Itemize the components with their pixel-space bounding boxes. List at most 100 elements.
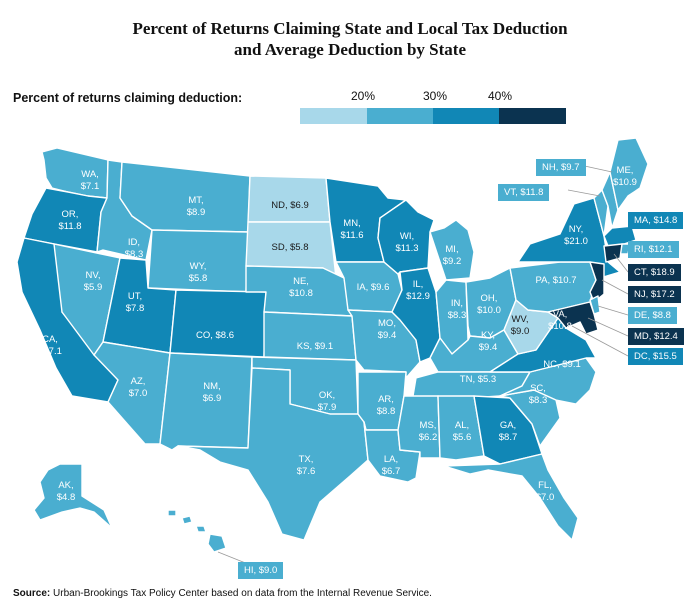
state-mt[interactable] (119, 161, 251, 233)
state-label-ar: AR, $8.8 (377, 394, 396, 417)
state-value-mn: $11.6 (340, 230, 363, 241)
state-name-ar: AR, (378, 394, 394, 405)
state-label-wi: WI, $11.3 (395, 231, 418, 254)
state-name-fl: FL, (538, 480, 552, 491)
callout-nj: NJ, $17.2 (628, 286, 681, 303)
source-note: Source: Urban-Brookings Tax Policy Cente… (13, 588, 432, 599)
state-value-va: $10.8 (548, 321, 572, 332)
legend-label: Percent of returns claiming deduction: (13, 91, 243, 105)
state-name-ia: IA, $9.6 (357, 282, 390, 293)
state-value-az: $7.0 (129, 388, 148, 399)
leader-line-md (587, 317, 629, 337)
state-name-tx: TX, (299, 454, 314, 465)
state-value-ne: $10.8 (289, 288, 313, 299)
state-label-wv: WV, $9.0 (511, 314, 530, 337)
leader-line-dc (571, 325, 629, 357)
state-label-oh: OH, $10.0 (477, 293, 501, 316)
title-line-2: and Average Deduction by State (233, 40, 466, 59)
source-text: Urban-Brookings Tax Policy Center based … (50, 588, 432, 599)
state-value-ok: $7.9 (318, 402, 337, 413)
state-me[interactable] (609, 137, 649, 211)
state-name-ky: KY, (481, 330, 495, 341)
state-value-al: $5.6 (453, 432, 472, 443)
state-label-ia: IA, $9.6 (357, 282, 390, 293)
state-ks[interactable] (263, 311, 357, 361)
state-hi[interactable] (167, 509, 227, 553)
state-name-ms: MS, (420, 420, 437, 431)
state-label-or: OR, $11.8 (58, 209, 81, 232)
state-name-ne: NE, (293, 276, 309, 287)
state-name-ks: KS, $9.1 (297, 341, 333, 352)
state-name-nd: ND, $6.9 (271, 200, 309, 211)
state-il[interactable] (391, 267, 441, 363)
state-value-id: $8.3 (125, 249, 144, 260)
state-mi[interactable] (429, 219, 475, 281)
state-label-sc: SC, $8.3 (529, 383, 548, 406)
state-value-wv: $9.0 (511, 326, 530, 337)
state-name-wa: WA, (81, 169, 99, 180)
state-name-ak: AK, (58, 480, 73, 491)
state-ct[interactable] (603, 243, 623, 263)
state-name-sd: SD, $5.8 (272, 242, 309, 253)
state-label-pa: PA, $10.7 (535, 275, 576, 286)
state-label-ms: MS, $6.2 (419, 420, 438, 443)
title-line-1: Percent of Returns Claiming State and Lo… (132, 19, 568, 38)
state-value-ga: $8.7 (499, 432, 518, 443)
state-name-sc: SC, (530, 383, 546, 394)
state-ak[interactable] (33, 463, 113, 529)
state-name-ga: GA, (500, 420, 516, 431)
state-name-mi: MI, (445, 244, 458, 255)
callout-ri: RI, $12.1 (628, 241, 679, 258)
state-label-ne: NE, $10.8 (289, 276, 313, 299)
state-md[interactable] (547, 301, 599, 335)
state-fl[interactable] (443, 453, 579, 541)
state-label-sd: SD, $5.8 (272, 242, 309, 253)
state-nh[interactable] (601, 171, 619, 229)
state-value-me: $10.9 (613, 177, 637, 188)
leader-line-de (597, 305, 629, 316)
state-value-wa: $7.1 (81, 181, 100, 192)
state-al[interactable] (437, 395, 485, 461)
state-label-az: AZ, $7.0 (129, 376, 148, 399)
legend-swatch-under-20 (300, 108, 367, 124)
state-name-in: IN, (451, 298, 463, 309)
state-label-ak: AK, $4.8 (57, 480, 76, 503)
state-name-or: OR, (62, 209, 79, 220)
state-name-wy: WY, (190, 261, 207, 272)
callout-md: MD, $12.4 (628, 328, 684, 345)
state-label-nm: NM, $6.9 (203, 381, 222, 404)
state-name-id: ID, (128, 237, 140, 248)
state-label-ca: CA, $17.1 (38, 334, 62, 357)
state-label-ga: GA, $8.7 (499, 420, 518, 443)
state-label-id: ID, $8.3 (125, 237, 144, 260)
state-tx[interactable] (177, 367, 369, 541)
state-label-al: AL, $5.6 (453, 420, 472, 443)
state-name-wv: WV, (511, 314, 528, 325)
callout-hi: HI, $9.0 (238, 562, 284, 579)
state-nd[interactable] (247, 175, 331, 223)
state-value-ms: $6.2 (419, 432, 438, 443)
state-name-nm: NM, (203, 381, 220, 392)
state-label-mn: MN, $11.6 (340, 218, 363, 241)
state-label-ok: OK, $7.9 (318, 390, 337, 413)
state-label-nd: ND, $6.9 (271, 200, 309, 211)
state-name-va: VA, (553, 309, 568, 320)
state-value-la: $6.7 (382, 466, 401, 477)
state-label-mi: MI, $9.2 (443, 244, 462, 267)
state-label-nc: NC, $9.1 (543, 359, 581, 370)
state-value-sc: $8.3 (529, 395, 548, 406)
leader-line-nj (601, 279, 629, 295)
state-label-ny: NY, $21.0 (564, 224, 588, 247)
state-name-mo: MO, (378, 318, 396, 329)
state-name-me: ME, (617, 165, 634, 176)
legend-swatch-30-40 (433, 108, 499, 124)
state-value-fl: $7.0 (536, 492, 555, 503)
state-co[interactable] (169, 289, 267, 358)
state-name-mn: MN, (343, 218, 360, 229)
state-name-al: AL, (455, 420, 469, 431)
state-label-co: CO, $8.6 (196, 330, 234, 341)
state-name-co: CO, $8.6 (196, 330, 234, 341)
state-label-il: IL, $12.9 (406, 279, 430, 302)
callout-ct: CT, $18.9 (628, 264, 681, 281)
